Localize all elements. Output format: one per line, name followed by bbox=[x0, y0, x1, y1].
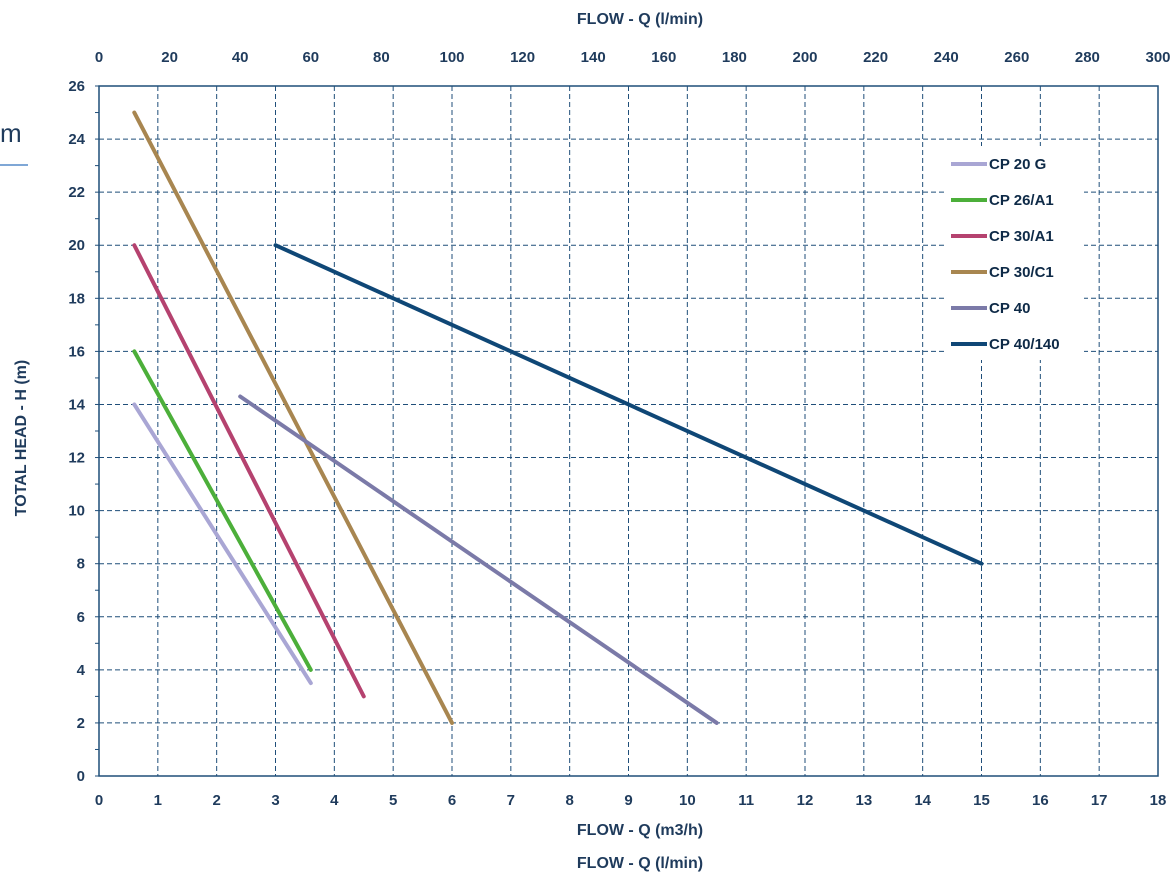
x-tick-label: 2 bbox=[212, 792, 220, 809]
x-tick-label: 3 bbox=[271, 792, 279, 809]
x2-tick-label: 180 bbox=[722, 49, 747, 66]
x-tick-label: 7 bbox=[507, 792, 515, 809]
x-tick-label: 8 bbox=[565, 792, 573, 809]
x-tick-label: 11 bbox=[738, 792, 754, 809]
y-tick-label: 24 bbox=[68, 131, 85, 148]
series-line-cp-26-a1 bbox=[132, 349, 313, 672]
legend-label-cp-40: CP 40 bbox=[989, 300, 1030, 317]
x2-tick-label: 260 bbox=[1004, 49, 1029, 66]
legend-label-cp-20-g: CP 20 G bbox=[989, 156, 1046, 173]
x-tick-label: 15 bbox=[973, 792, 990, 809]
legend-label-cp-40-140: CP 40/140 bbox=[989, 336, 1060, 353]
legend-box bbox=[944, 146, 1084, 360]
series-line-cp-40-140 bbox=[273, 243, 984, 566]
y-tick-label: 14 bbox=[68, 396, 85, 413]
x2-tick-label: 60 bbox=[302, 49, 319, 66]
y-tick-label: 10 bbox=[68, 503, 85, 520]
x2-axis-title: FLOW - Q (l/min) bbox=[577, 11, 703, 28]
x-tick-label: 12 bbox=[797, 792, 814, 809]
x-tick-label: 5 bbox=[389, 792, 397, 809]
y-tick-label: 0 bbox=[77, 768, 85, 785]
y-tick-label: 20 bbox=[68, 237, 85, 254]
x2-tick-label: 20 bbox=[161, 49, 178, 66]
y-tick-label: 18 bbox=[68, 290, 85, 307]
x2-tick-label: 280 bbox=[1075, 49, 1100, 66]
y-tick-label: 6 bbox=[77, 609, 85, 626]
x-tick-label: 6 bbox=[448, 792, 456, 809]
x2-tick-label: 220 bbox=[863, 49, 888, 66]
x-tick-label: 13 bbox=[855, 792, 872, 809]
x2-tick-label: 240 bbox=[934, 49, 959, 66]
y-tick-label: 12 bbox=[68, 450, 85, 467]
plot-frame bbox=[98, 85, 1159, 777]
legend: CP 20 G CP 26/A1 CP 30/A1 CP 30/C1 CP 40 CP 4… bbox=[944, 146, 1084, 360]
x-axis-secondary-title: FLOW - Q (l/min) bbox=[577, 855, 703, 872]
x-tick-label: 9 bbox=[624, 792, 632, 809]
x2-tick-label: 160 bbox=[651, 49, 676, 66]
x2-tick-label: 200 bbox=[792, 49, 817, 66]
x-tick-label: 14 bbox=[914, 792, 931, 809]
series-line-cp-20-g bbox=[132, 402, 313, 686]
series-lines bbox=[132, 110, 984, 725]
legend-label-cp-30-c1: CP 30/C1 bbox=[989, 264, 1054, 281]
y-axis-title: TOTAL HEAD - H (m) bbox=[13, 360, 30, 516]
x2-tick-labels: 0 20 40 60 80 100 120 140 160 180 200 220 240 260 280 3… bbox=[95, 49, 1171, 66]
legend-label-cp-30-a1: CP 30/A1 bbox=[989, 228, 1054, 245]
y-tick-label: 22 bbox=[68, 184, 85, 201]
legend-label-cp-26-a1: CP 26/A1 bbox=[989, 192, 1054, 209]
x-tick-label: 16 bbox=[1032, 792, 1049, 809]
y-tick-label: 8 bbox=[77, 556, 85, 573]
x-tick-label: 18 bbox=[1150, 792, 1167, 809]
x2-tick-label: 100 bbox=[439, 49, 464, 66]
x2-tick-label: 40 bbox=[232, 49, 249, 66]
x2-tick-label: 140 bbox=[581, 49, 606, 66]
x2-tick-label: 300 bbox=[1145, 49, 1170, 66]
y-tick-label: 2 bbox=[77, 715, 85, 732]
x-tick-label: 10 bbox=[679, 792, 696, 809]
x-tick-label: 0 bbox=[95, 792, 103, 809]
series-line-cp-40 bbox=[238, 394, 719, 725]
x-tick-label: 4 bbox=[330, 792, 339, 809]
x2-tick-label: 0 bbox=[95, 49, 103, 66]
x2-tick-label: 80 bbox=[373, 49, 390, 66]
series-line-cp-30-a1 bbox=[132, 243, 366, 699]
y-tick-label: 16 bbox=[68, 343, 85, 360]
x-tick-labels: 0 1 2 3 4 5 6 7 8 9 10 11 12 13 14 15 16 17 18 bbox=[95, 792, 1167, 809]
x-axis-title: FLOW - Q (m3/h) bbox=[577, 822, 703, 839]
x-tick-label: 1 bbox=[154, 792, 162, 809]
y-tick-label: 4 bbox=[77, 662, 86, 679]
series-line-cp-30-c1 bbox=[132, 110, 454, 725]
x2-tick-label: 120 bbox=[510, 49, 535, 66]
y-tick-label: 26 bbox=[68, 78, 85, 95]
side-fragment-text: m bbox=[0, 118, 22, 148]
x-tick-label: 17 bbox=[1091, 792, 1108, 809]
